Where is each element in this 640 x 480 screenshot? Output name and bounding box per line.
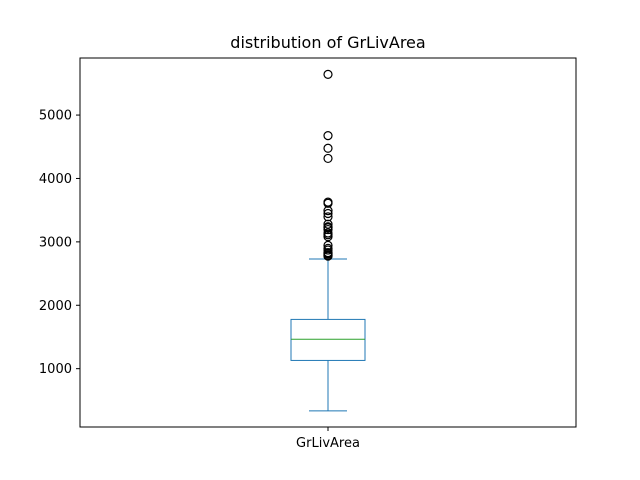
outlier-point xyxy=(323,197,333,207)
chart-title: distribution of GrLivArea xyxy=(230,33,425,52)
y-tick-label: 4000 xyxy=(39,172,72,187)
y-tick-label: 1000 xyxy=(39,362,72,377)
outlier-point xyxy=(323,208,333,219)
iqr-box xyxy=(290,318,366,361)
y-tick-label: 2000 xyxy=(39,299,72,314)
outlier-point xyxy=(323,143,333,153)
box-group xyxy=(290,69,366,412)
outlier-point xyxy=(323,131,333,141)
y-tick-label: 5000 xyxy=(39,109,72,124)
outlier-point xyxy=(323,228,333,238)
outlier-point xyxy=(323,219,333,229)
y-tick-label: 3000 xyxy=(39,235,72,250)
outlier-point xyxy=(323,248,333,258)
x-tick-label: GrLivArea xyxy=(296,436,360,451)
outlier-point xyxy=(323,212,333,222)
outlier-point xyxy=(323,240,333,250)
outlier-point xyxy=(323,153,333,164)
outlier-point xyxy=(323,69,333,79)
outlier-point xyxy=(323,243,333,253)
outlier-point xyxy=(323,222,333,232)
x-axis: GrLivArea xyxy=(296,427,360,451)
y-axis: 1000 2000 3000 4000 5000 xyxy=(39,109,80,377)
